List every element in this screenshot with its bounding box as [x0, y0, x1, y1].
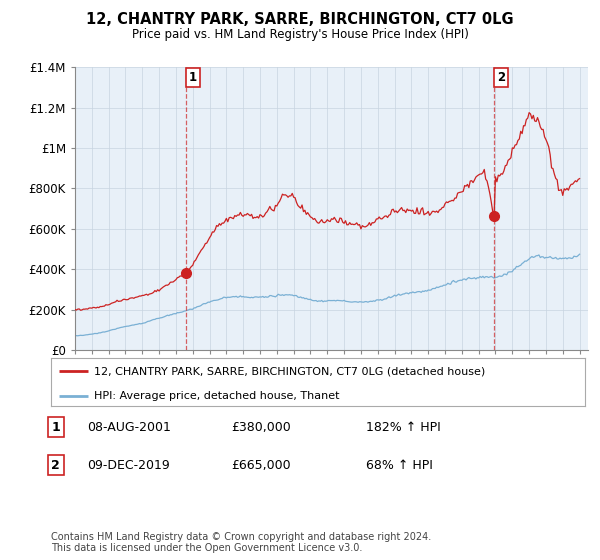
Text: 12, CHANTRY PARK, SARRE, BIRCHINGTON, CT7 0LG (detached house): 12, CHANTRY PARK, SARRE, BIRCHINGTON, CT…: [94, 366, 485, 376]
Text: 08-AUG-2001: 08-AUG-2001: [87, 421, 171, 434]
Text: 1: 1: [52, 421, 60, 434]
Text: HPI: Average price, detached house, Thanet: HPI: Average price, detached house, Than…: [94, 390, 339, 400]
Text: Price paid vs. HM Land Registry's House Price Index (HPI): Price paid vs. HM Land Registry's House …: [131, 28, 469, 41]
Text: Contains HM Land Registry data © Crown copyright and database right 2024.
This d: Contains HM Land Registry data © Crown c…: [51, 531, 431, 553]
Text: £380,000: £380,000: [231, 421, 291, 434]
Text: 09-DEC-2019: 09-DEC-2019: [87, 459, 170, 472]
Text: 2: 2: [497, 71, 505, 84]
Text: 12, CHANTRY PARK, SARRE, BIRCHINGTON, CT7 0LG: 12, CHANTRY PARK, SARRE, BIRCHINGTON, CT…: [86, 12, 514, 27]
Text: 68% ↑ HPI: 68% ↑ HPI: [366, 459, 433, 472]
Text: £665,000: £665,000: [231, 459, 290, 472]
Text: 2: 2: [52, 459, 60, 472]
Text: 1: 1: [188, 71, 197, 84]
Text: 182% ↑ HPI: 182% ↑ HPI: [366, 421, 441, 434]
